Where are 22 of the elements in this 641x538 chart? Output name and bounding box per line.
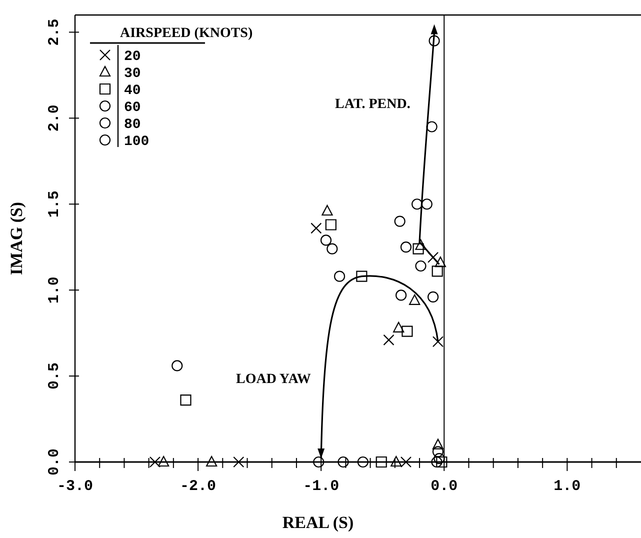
legend-label: 60 — [124, 100, 141, 116]
legend-label: 40 — [124, 83, 141, 99]
x-tick-label: 0.0 — [430, 478, 458, 495]
x-tick-label: 1.0 — [554, 478, 581, 495]
legend-label: 30 — [124, 66, 141, 82]
y-tick-label: 2.0 — [46, 104, 63, 132]
y-tick-label: 2.5 — [46, 18, 63, 46]
annotation: LAT. PEND. — [335, 97, 410, 112]
annotation: LOAD YAW — [236, 372, 311, 387]
legend-title: AIRSPEED (KNOTS) — [120, 26, 253, 41]
y-tick-label: 1.0 — [46, 276, 63, 304]
x-tick-label: -2.0 — [180, 478, 216, 495]
y-axis-title: IMAG (S) — [7, 202, 26, 276]
x-tick-label: -3.0 — [56, 478, 94, 495]
y-tick-label: 0.0 — [46, 448, 63, 476]
legend-label: 80 — [124, 117, 141, 133]
legend-label: 20 — [124, 49, 141, 65]
x-axis-title: REAL (S) — [282, 513, 354, 532]
legend-label: 100 — [124, 134, 150, 150]
y-tick-label: 0.5 — [46, 362, 63, 390]
x-tick-label: -1.0 — [303, 478, 340, 495]
y-tick-label: 1.5 — [46, 190, 63, 218]
